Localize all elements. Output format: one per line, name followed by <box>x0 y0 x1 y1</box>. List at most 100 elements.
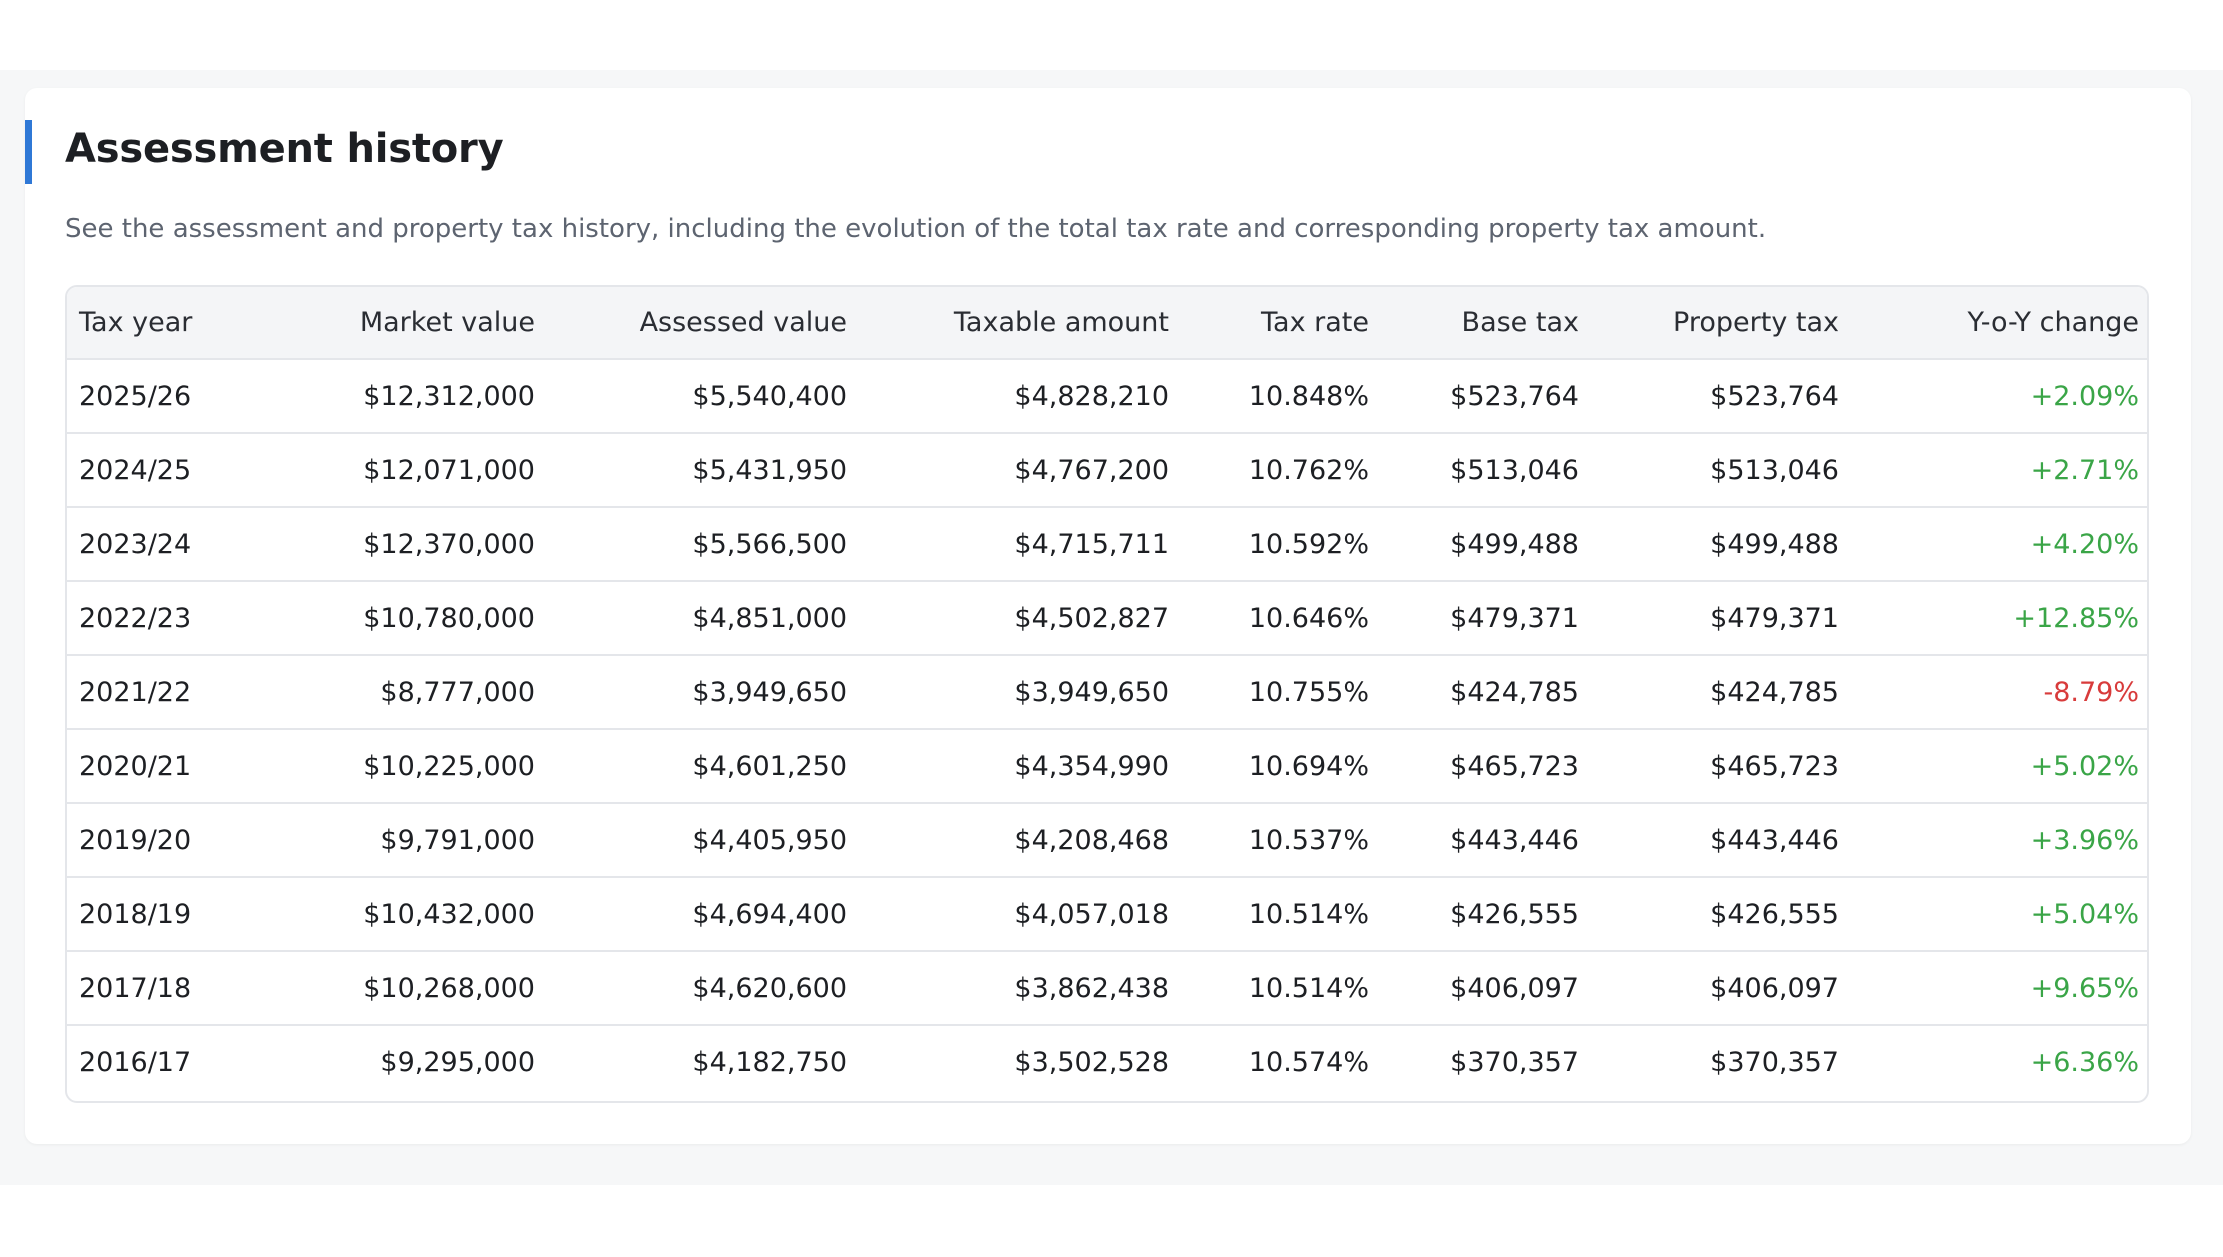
table-row: 2019/20 $9,791,000 $4,405,950 $4,208,468 10.… <box>67 803 2147 877</box>
table-row: 2021/22 $8,777,000 $3,949,650 $3,949,650 10.… <box>67 655 2147 729</box>
assessment-history-table: Tax year Market value Assessed value Tax… <box>67 287 2147 1099</box>
cell-tax-rate: 10.537% <box>1248 824 1369 856</box>
cell-property-tax: $499,488 <box>1710 528 1839 560</box>
section-accent-bar <box>25 120 32 184</box>
table-row: 2022/23 $10,780,000 $4,851,000 $4,502,827 10… <box>67 581 2147 655</box>
cell-property-tax: $479,371 <box>1710 602 1839 634</box>
table-row: 2024/25 $12,071,000 $5,431,950 $4,767,200 10… <box>67 433 2147 507</box>
cell-tax-rate: 10.514% <box>1248 972 1369 1004</box>
cell-market-value: $10,780,000 <box>363 602 535 634</box>
cell-yoy-change: +5.02% <box>2030 750 2139 782</box>
cell-taxable-amount: $3,862,438 <box>1014 972 1169 1004</box>
table-row: 2020/21 $10,225,000 $4,601,250 $4,354,990 10… <box>67 729 2147 803</box>
cell-taxable-amount: $4,828,210 <box>1014 380 1169 412</box>
assessment-history-card: Assessment history See the assessment an… <box>25 88 2191 1144</box>
cell-tax-rate: 10.646% <box>1248 602 1369 634</box>
cell-market-value: $8,777,000 <box>380 676 535 708</box>
table-row: 2016/17 $9,295,000 $4,182,750 $3,502,528 10.… <box>67 1025 2147 1099</box>
cell-yoy-change: +6.36% <box>2030 1047 2139 1078</box>
cell-yoy-change: +5.04% <box>2030 898 2139 930</box>
cell-base-tax: $370,357 <box>1450 1047 1579 1078</box>
cell-yoy-change: +2.09% <box>2030 380 2139 412</box>
cell-base-tax: $499,488 <box>1450 528 1579 560</box>
cell-taxable-amount: $4,715,711 <box>1014 528 1169 560</box>
cell-market-value: $10,268,000 <box>363 972 535 1004</box>
cell-base-tax: $523,764 <box>1450 380 1579 412</box>
header-property-tax: Property tax <box>1673 307 1839 338</box>
cell-tax-year: 2025/26 <box>79 380 192 412</box>
cell-assessed-value: $5,540,400 <box>692 380 847 412</box>
section-description: See the assessment and property tax hist… <box>65 214 1767 244</box>
cell-property-tax: $406,097 <box>1710 972 1839 1004</box>
cell-market-value: $9,295,000 <box>380 1047 535 1078</box>
cell-taxable-amount: $4,502,827 <box>1014 602 1169 634</box>
cell-tax-year: 2022/23 <box>79 602 192 634</box>
cell-property-tax: $523,764 <box>1710 380 1839 412</box>
cell-assessed-value: $4,182,750 <box>692 1047 847 1078</box>
cell-yoy-change: -8.79% <box>2043 676 2139 708</box>
cell-tax-rate: 10.514% <box>1248 898 1369 930</box>
cell-tax-rate: 10.755% <box>1248 676 1369 708</box>
cell-taxable-amount: $4,354,990 <box>1014 750 1169 782</box>
cell-property-tax: $426,555 <box>1710 898 1839 930</box>
cell-assessed-value: $4,851,000 <box>692 602 847 634</box>
cell-base-tax: $465,723 <box>1450 750 1579 782</box>
cell-tax-year: 2024/25 <box>79 454 192 486</box>
cell-yoy-change: +9.65% <box>2030 972 2139 1004</box>
cell-property-tax: $513,046 <box>1710 454 1839 486</box>
cell-assessed-value: $4,405,950 <box>692 824 847 856</box>
cell-property-tax: $443,446 <box>1710 824 1839 856</box>
table-header-row: Tax year Market value Assessed value Tax… <box>67 287 2147 359</box>
cell-taxable-amount: $3,949,650 <box>1014 676 1169 708</box>
cell-tax-rate: 10.694% <box>1248 750 1369 782</box>
section-title: Assessment history <box>65 126 504 172</box>
cell-tax-year: 2020/21 <box>79 750 192 782</box>
cell-tax-rate: 10.848% <box>1248 380 1369 412</box>
cell-tax-rate: 10.574% <box>1248 1047 1369 1078</box>
cell-tax-year: 2023/24 <box>79 528 192 560</box>
cell-tax-year: 2021/22 <box>79 676 192 708</box>
cell-tax-year: 2019/20 <box>79 824 192 856</box>
table-row: 2023/24 $12,370,000 $5,566,500 $4,715,711 10… <box>67 507 2147 581</box>
header-yoy-change: Y-o-Y change <box>1967 307 2139 338</box>
cell-tax-year: 2016/17 <box>79 1047 192 1078</box>
table-row: 2025/26 $12,312,000 $5,540,400 $4,828,210 10… <box>67 359 2147 433</box>
cell-base-tax: $513,046 <box>1450 454 1579 486</box>
cell-base-tax: $406,097 <box>1450 972 1579 1004</box>
header-assessed-value: Assessed value <box>639 307 847 338</box>
table-row: 2017/18 $10,268,000 $4,620,600 $3,862,438 10… <box>67 951 2147 1025</box>
cell-market-value: $10,225,000 <box>363 750 535 782</box>
cell-assessed-value: $4,620,600 <box>692 972 847 1004</box>
cell-assessed-value: $3,949,650 <box>692 676 847 708</box>
cell-property-tax: $370,357 <box>1710 1047 1839 1078</box>
cell-taxable-amount: $4,767,200 <box>1014 454 1169 486</box>
cell-taxable-amount: $4,057,018 <box>1014 898 1169 930</box>
cell-taxable-amount: $3,502,528 <box>1014 1047 1169 1078</box>
cell-base-tax: $443,446 <box>1450 824 1579 856</box>
header-base-tax: Base tax <box>1461 307 1579 338</box>
cell-tax-year: 2018/19 <box>79 898 192 930</box>
cell-market-value: $12,312,000 <box>363 380 535 412</box>
cell-base-tax: $426,555 <box>1450 898 1579 930</box>
cell-yoy-change: +3.96% <box>2030 824 2139 856</box>
cell-market-value: $9,791,000 <box>380 824 535 856</box>
header-taxable-amount: Taxable amount <box>953 307 1169 338</box>
cell-property-tax: $424,785 <box>1710 676 1839 708</box>
cell-tax-rate: 10.592% <box>1248 528 1369 560</box>
cell-assessed-value: $5,566,500 <box>692 528 847 560</box>
header-tax-rate: Tax rate <box>1261 307 1369 338</box>
header-market-value: Market value <box>359 307 535 338</box>
cell-taxable-amount: $4,208,468 <box>1014 824 1169 856</box>
cell-base-tax: $424,785 <box>1450 676 1579 708</box>
cell-market-value: $12,370,000 <box>363 528 535 560</box>
cell-market-value: $10,432,000 <box>363 898 535 930</box>
assessment-table-container: Tax year Market value Assessed value Tax… <box>65 285 2149 1103</box>
cell-market-value: $12,071,000 <box>363 454 535 486</box>
cell-yoy-change: +12.85% <box>2013 602 2139 634</box>
cell-tax-year: 2017/18 <box>79 972 192 1004</box>
header-tax-year: Tax year <box>79 307 193 338</box>
cell-property-tax: $465,723 <box>1710 750 1839 782</box>
cell-yoy-change: +4.20% <box>2030 528 2139 560</box>
cell-yoy-change: +2.71% <box>2030 454 2139 486</box>
cell-tax-rate: 10.762% <box>1248 454 1369 486</box>
